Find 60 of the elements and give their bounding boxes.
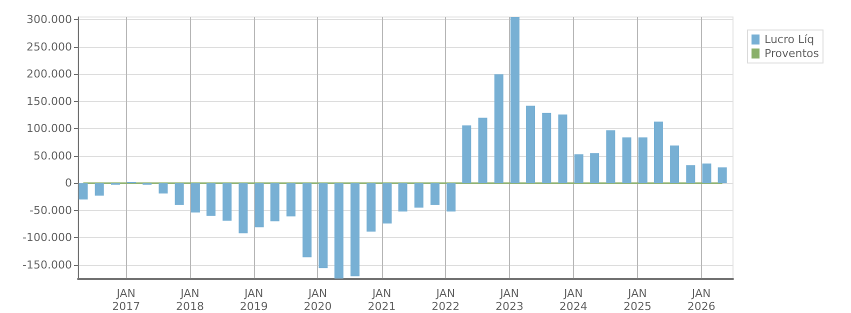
legend-label: Lucro Líq xyxy=(764,33,814,46)
bar xyxy=(286,183,296,216)
bar xyxy=(558,114,568,184)
bar xyxy=(222,183,232,221)
y-tick-label: 0 xyxy=(65,176,72,190)
bar xyxy=(414,183,424,208)
bar xyxy=(302,183,312,258)
bar xyxy=(430,183,440,205)
bar xyxy=(574,154,584,184)
bar xyxy=(542,112,552,184)
x-tick-label: JAN 2018 xyxy=(176,287,204,313)
legend-label: Proventos xyxy=(764,47,820,60)
x-tick-label: JAN 2026 xyxy=(687,287,716,313)
bar xyxy=(382,183,392,224)
y-tick-label: 50.000 xyxy=(34,149,72,162)
y-tick-label: 300.000 xyxy=(26,13,72,26)
x-tick-label: JAN 2021 xyxy=(368,287,396,313)
y-tick-label: -50.000 xyxy=(30,204,72,217)
bar xyxy=(334,183,344,278)
bar xyxy=(270,183,280,222)
bar xyxy=(206,183,216,216)
x-tick-label: JAN 2017 xyxy=(112,287,140,313)
bar xyxy=(622,137,632,184)
bar xyxy=(478,118,488,184)
x-tick-label: JAN 2022 xyxy=(432,287,460,313)
y-tick-label: 250.000 xyxy=(26,40,72,54)
bar xyxy=(318,183,328,268)
bar xyxy=(670,146,680,184)
y-tick-label: 150.000 xyxy=(26,94,72,108)
bar xyxy=(398,183,408,212)
bar xyxy=(638,137,648,184)
bar xyxy=(254,183,264,228)
bar xyxy=(94,183,104,196)
bar xyxy=(78,183,88,200)
bar xyxy=(526,106,536,184)
x-tick-label: JAN 2024 xyxy=(559,287,588,313)
bar xyxy=(174,183,184,205)
x-tick-label: JAN 2023 xyxy=(496,287,524,313)
bar xyxy=(366,183,376,232)
bar xyxy=(654,122,663,184)
bar xyxy=(702,164,712,184)
bar xyxy=(462,125,472,184)
x-tick-label: JAN 2025 xyxy=(623,287,652,313)
y-tick-label: -150.000 xyxy=(22,258,72,272)
x-tick-label: JAN 2020 xyxy=(304,287,332,313)
y-tick-label: 200.000 xyxy=(26,68,72,81)
bar xyxy=(238,183,248,234)
bar xyxy=(590,153,600,184)
bar xyxy=(446,183,456,212)
y-tick-label: -100.000 xyxy=(22,231,72,244)
bar xyxy=(158,183,168,194)
x-tick-label: JAN 2019 xyxy=(240,287,268,313)
bar xyxy=(494,74,504,184)
bar xyxy=(686,165,696,184)
bar xyxy=(510,17,520,184)
y-tick-label: 100.000 xyxy=(26,122,72,136)
bar xyxy=(350,183,360,276)
bar xyxy=(606,130,616,184)
bar xyxy=(718,167,727,184)
bar xyxy=(190,183,200,213)
